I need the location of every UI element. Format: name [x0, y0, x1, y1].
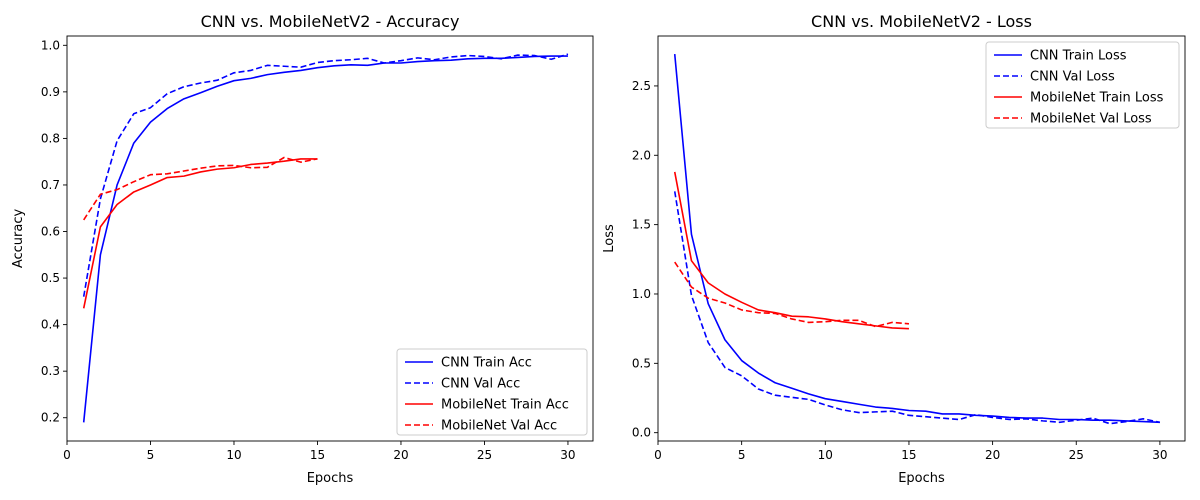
- y-tick-label: 2.5: [632, 79, 651, 93]
- legend-label: MobileNet Val Acc: [441, 419, 557, 434]
- x-tick-label: 30: [1152, 448, 1167, 462]
- y-tick-label: 0.0: [632, 426, 651, 440]
- legend-box: [985, 41, 1180, 129]
- x-tick-label: 20: [393, 448, 408, 462]
- y-tick-label: 0.6: [41, 225, 60, 239]
- x-axis-label: Epochs: [898, 471, 945, 486]
- legend-label: CNN Val Loss: [1030, 70, 1115, 85]
- y-tick-label: 1.0: [632, 287, 651, 301]
- y-tick-label: 1.0: [41, 38, 60, 52]
- series-line-cnn-val-loss: [673, 191, 1161, 425]
- series-line-mobilenet-val-acc: [83, 156, 318, 221]
- x-tick-label: 25: [1069, 448, 1084, 462]
- legend-label: CNN Train Acc: [441, 356, 532, 371]
- x-tick-label: 20: [985, 448, 1000, 462]
- series-line-cnn-train-acc: [82, 55, 568, 423]
- y-tick-label: 0.5: [632, 356, 651, 370]
- x-tick-label: 30: [560, 448, 575, 462]
- y-tick-label: 0.7: [41, 178, 60, 192]
- legend-label: CNN Val Acc: [441, 377, 520, 392]
- legend: CNN Train Acc CNN Val Acc MobileNet Train …: [396, 348, 588, 436]
- accuracy-chart: CNN vs. MobileNetV2 - Accuracy 0 5 10 15 20 25…: [11, 12, 594, 486]
- series-line-mobilenet-train-loss: [673, 171, 909, 330]
- x-tick-label: 15: [901, 448, 916, 462]
- y-tick-label: 0.3: [41, 364, 60, 378]
- plot-area: [82, 53, 569, 423]
- y-axis-label: Accuracy: [11, 209, 26, 269]
- x-tick-label: 10: [226, 448, 241, 462]
- y-axis-label: Loss: [602, 224, 617, 253]
- x-tick-label: 0: [654, 448, 662, 462]
- legend-label: MobileNet Val Loss: [1030, 112, 1152, 127]
- y-tick-label: 0.8: [41, 131, 60, 145]
- x-tick-label: 15: [310, 448, 325, 462]
- legend-label: MobileNet Train Acc: [441, 398, 569, 413]
- x-tick-label: 10: [818, 448, 833, 462]
- x-tick-label: 5: [738, 448, 746, 462]
- legend-box: [396, 348, 588, 436]
- axes-frame: [66, 35, 594, 442]
- y-tick-label: 0.2: [41, 411, 60, 425]
- y-tick-label: 1.5: [632, 218, 651, 232]
- x-tick-label: 25: [477, 448, 492, 462]
- x-tick-label: 5: [147, 448, 155, 462]
- chart-title: CNN vs. MobileNetV2 - Loss: [811, 12, 1032, 31]
- series-line-mobilenet-train-acc: [82, 158, 318, 309]
- legend-label: CNN Train Loss: [1030, 49, 1127, 64]
- x-tick-label: 0: [63, 448, 71, 462]
- series-line-cnn-val-acc: [82, 53, 569, 297]
- legend-label: MobileNet Train Loss: [1030, 91, 1164, 106]
- y-tick-label: 0.4: [41, 318, 60, 332]
- series-line-mobilenet-val-loss: [674, 261, 910, 328]
- x-axis-label: Epochs: [307, 471, 354, 486]
- y-tick-label: 0.5: [41, 271, 60, 285]
- loss-chart: CNN vs. MobileNetV2 - Loss 0 5 10 15 20 25 30 0.…: [602, 12, 1186, 486]
- axes-frame: [657, 35, 1186, 442]
- y-tick-label: 2.0: [632, 148, 651, 162]
- plot-area: [673, 53, 1161, 425]
- legend: CNN Train Loss CNN Val Loss MobileNet Trai…: [985, 41, 1180, 129]
- y-tick-label: 0.9: [41, 85, 60, 99]
- chart-title: CNN vs. MobileNetV2 - Accuracy: [201, 12, 460, 31]
